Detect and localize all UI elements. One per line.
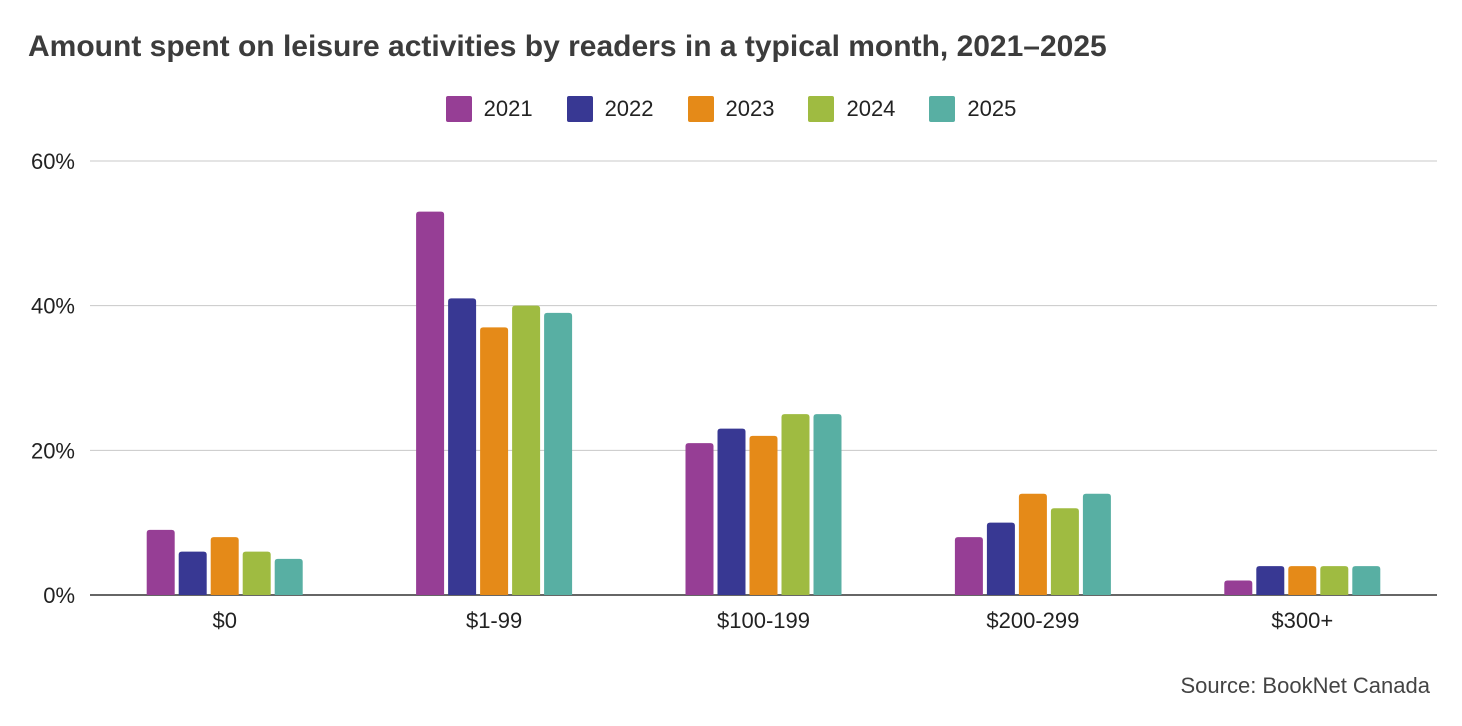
legend-label-2025: 2025 — [967, 96, 1017, 121]
legend-item-2025: 2025 — [929, 96, 1016, 122]
bar-2025-$1-99 — [544, 312, 573, 595]
y-tick-label: 20% — [31, 438, 75, 463]
bar-2023-$1-99 — [480, 327, 509, 595]
y-tick-label: 40% — [31, 294, 75, 319]
legend-item-2024: 2024 — [808, 96, 895, 122]
y-tick-label: 0% — [43, 583, 75, 608]
y-axis-ticks: 0% 20% 40% 60% — [31, 149, 75, 608]
x-tick-label: $1-99 — [466, 608, 522, 633]
legend-label-2022: 2022 — [604, 96, 654, 121]
bar-2022-$0 — [178, 551, 207, 595]
bar-2025-$200-299 — [1082, 493, 1111, 595]
legend-swatch-2024 — [808, 96, 835, 122]
bar-2023-$100-199 — [749, 435, 778, 595]
x-tick-label: $100-199 — [717, 608, 810, 633]
bar-2023-$0 — [210, 537, 239, 595]
legend-item-2023: 2023 — [687, 96, 775, 122]
bar-2025-$0 — [274, 558, 303, 595]
bar-2023-$300+ — [1288, 566, 1317, 595]
bar-2024-$1-99 — [512, 305, 541, 595]
bar-2023-$200-299 — [1018, 493, 1047, 595]
bar-2024-$300+ — [1320, 566, 1349, 595]
bar-2022-$100-199 — [717, 428, 746, 595]
bar-2021-$1-99 — [416, 211, 445, 595]
bar-2024-$100-199 — [781, 414, 810, 595]
bar-2021-$200-299 — [954, 537, 983, 595]
x-axis-ticks: $0 $1-99 $100-199 $200-299 $300+ — [212, 608, 1333, 633]
x-tick-label: $0 — [212, 608, 236, 633]
legend-swatch-2025 — [929, 96, 956, 122]
chart-title: Amount spent on leisure activities by re… — [28, 30, 1107, 63]
legend-label-2021: 2021 — [483, 96, 533, 121]
bar-2022-$1-99 — [448, 298, 477, 595]
bar-2025-$300+ — [1352, 566, 1381, 595]
bar-2024-$0 — [242, 551, 271, 595]
legend-label-2024: 2024 — [846, 96, 896, 121]
bar-2021-$300+ — [1224, 580, 1253, 595]
bar-2021-$0 — [146, 529, 175, 595]
legend-swatch-2022 — [566, 96, 593, 122]
source-note: Source: BookNet Canada — [1180, 673, 1431, 698]
y-tick-label: 60% — [31, 149, 75, 174]
legend-swatch-2023 — [687, 96, 714, 122]
legend-label-2023: 2023 — [725, 96, 775, 121]
bar-2022-$200-299 — [986, 522, 1015, 595]
bar-2022-$300+ — [1256, 566, 1285, 595]
bars — [146, 211, 1381, 595]
legend-item-2021: 2021 — [445, 96, 533, 122]
bar-2024-$200-299 — [1050, 508, 1079, 595]
bar-2021-$100-199 — [685, 443, 714, 595]
bar-2025-$100-199 — [813, 414, 842, 595]
x-tick-label: $200-299 — [986, 608, 1079, 633]
legend: 2021 2022 2023 2024 2025 — [0, 94, 1462, 124]
x-tick-label: $300+ — [1271, 608, 1333, 633]
legend-item-2022: 2022 — [566, 96, 654, 122]
legend-swatch-2021 — [445, 96, 472, 122]
